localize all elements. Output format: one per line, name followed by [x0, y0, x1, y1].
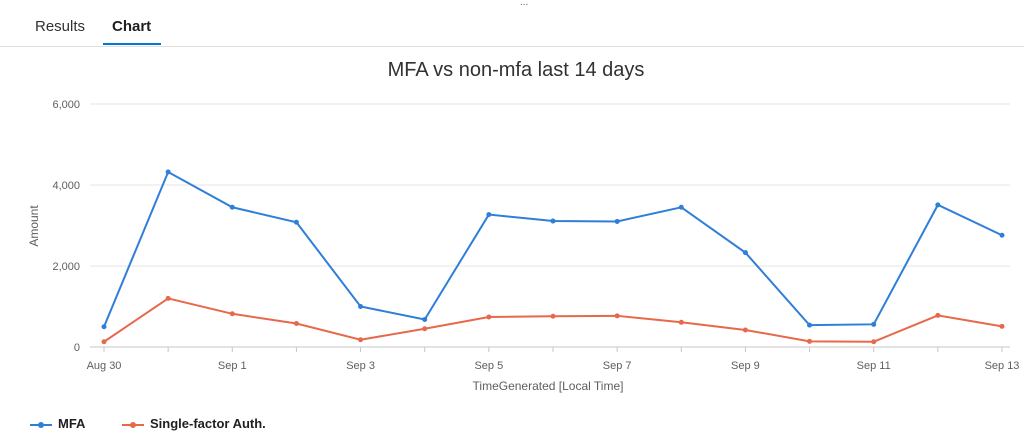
y-tick-label: 0	[74, 342, 80, 354]
data-point[interactable]	[486, 212, 492, 218]
data-point[interactable]	[742, 327, 748, 333]
legend-label: MFA	[58, 416, 86, 431]
y-tick-label: 2,000	[52, 261, 80, 273]
x-tick-label: Sep 9	[731, 360, 760, 372]
series-line-mfa[interactable]	[103, 170, 1003, 328]
data-point[interactable]	[101, 339, 107, 345]
data-point[interactable]	[229, 204, 235, 210]
data-point[interactable]	[807, 338, 813, 344]
data-point[interactable]	[935, 202, 941, 208]
x-tick-label: Sep 7	[603, 360, 632, 372]
data-point[interactable]	[742, 250, 748, 256]
data-point[interactable]	[422, 326, 428, 332]
y-axis-label: Amount	[27, 205, 41, 247]
chart-title: MFA vs non-mfa last 14 days	[388, 59, 645, 81]
data-point[interactable]	[101, 324, 107, 330]
x-tick-label: Aug 30	[87, 360, 122, 372]
data-point[interactable]	[678, 319, 684, 325]
active-tab-indicator	[103, 43, 161, 45]
legend-swatch	[122, 421, 144, 428]
data-point[interactable]	[807, 322, 813, 328]
data-point[interactable]	[486, 314, 492, 320]
tab-results[interactable]: Results	[35, 18, 86, 35]
data-point[interactable]	[293, 321, 299, 327]
data-point[interactable]	[165, 295, 171, 301]
data-point[interactable]	[871, 339, 877, 345]
data-point[interactable]	[999, 232, 1005, 238]
data-point[interactable]	[999, 323, 1005, 329]
tab-chart[interactable]: Chart	[112, 18, 152, 35]
data-point[interactable]	[550, 313, 556, 319]
series-line-single-factor[interactable]	[103, 297, 1003, 343]
data-point[interactable]	[358, 337, 364, 343]
x-axis-label: TimeGenerated [Local Time]	[473, 379, 624, 393]
panel-resize-handle[interactable]: ...	[520, 0, 529, 8]
data-point[interactable]	[422, 316, 428, 322]
data-point[interactable]	[550, 218, 556, 224]
data-point[interactable]	[678, 204, 684, 210]
data-point[interactable]	[293, 219, 299, 225]
y-tick-label: 6,000	[52, 99, 80, 111]
x-tick-label: Sep 11	[857, 360, 891, 372]
x-tick-label: Sep 13	[985, 360, 1020, 372]
legend-label: Single-factor Auth.	[150, 416, 266, 431]
data-point[interactable]	[229, 311, 235, 317]
data-point[interactable]	[614, 313, 620, 319]
legend-item-mfa[interactable]: MFA	[30, 416, 85, 431]
legend-swatch	[30, 421, 52, 428]
x-tick-label: Sep 5	[474, 360, 503, 372]
y-tick-label: 4,000	[52, 180, 80, 192]
data-point[interactable]	[614, 218, 620, 224]
legend-item-single-factor[interactable]: Single-factor Auth.	[122, 416, 266, 431]
x-tick-label: Sep 3	[346, 360, 375, 372]
data-point[interactable]	[165, 169, 171, 175]
data-point[interactable]	[358, 304, 364, 309]
tab-bar: ... Results Chart	[0, 0, 1024, 47]
data-point[interactable]	[871, 321, 877, 327]
x-tick-label: Sep 1	[218, 360, 247, 372]
data-point[interactable]	[935, 312, 941, 318]
